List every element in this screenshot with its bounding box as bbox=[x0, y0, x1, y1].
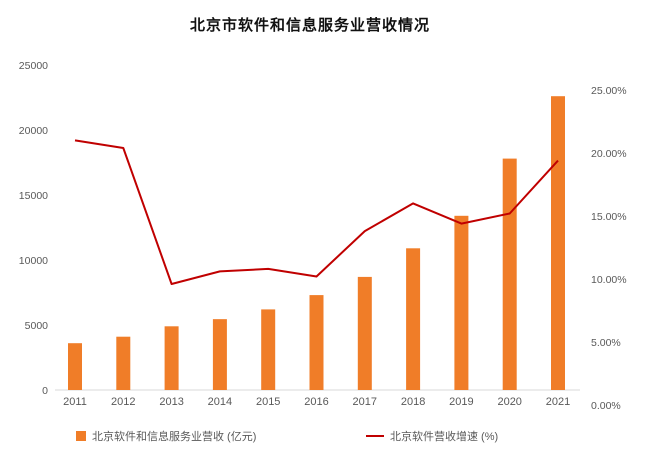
bar bbox=[68, 343, 82, 390]
bar bbox=[212, 319, 227, 390]
legend-square-marker-icon bbox=[76, 431, 86, 441]
left-axis-tick: 25000 bbox=[19, 60, 48, 72]
bar bbox=[454, 215, 469, 390]
left-axis-tick: 15000 bbox=[19, 190, 48, 202]
bar bbox=[116, 336, 131, 390]
right-axis-tick: 15.00% bbox=[591, 211, 627, 223]
x-axis-tick: 2018 bbox=[401, 396, 425, 408]
legend-item-growth: 北京软件营收增速 (%) bbox=[366, 428, 498, 444]
left-axis-tick: 0 bbox=[42, 385, 48, 397]
growth-line bbox=[74, 139, 559, 285]
bar bbox=[261, 309, 276, 390]
x-axis-tick: 2019 bbox=[449, 396, 473, 408]
bar bbox=[164, 326, 179, 390]
x-axis-tick: 2017 bbox=[353, 396, 377, 408]
bar bbox=[309, 295, 324, 390]
x-axis-tick: 2014 bbox=[208, 396, 232, 408]
left-axis-tick: 10000 bbox=[19, 255, 48, 267]
x-axis-tick: 2011 bbox=[63, 396, 87, 408]
right-axis-tick: 25.00% bbox=[591, 85, 627, 97]
legend-label-revenue: 北京软件和信息服务业营收 (亿元) bbox=[92, 431, 257, 443]
legend-label-growth: 北京软件营收增速 (%) bbox=[390, 431, 499, 443]
x-axis-tick: 2013 bbox=[159, 396, 183, 408]
right-axis-tick: 10.00% bbox=[591, 274, 627, 286]
x-axis-tick: 2015 bbox=[256, 396, 280, 408]
left-axis-tick: 5000 bbox=[25, 320, 49, 332]
bar bbox=[406, 248, 421, 390]
right-axis-tick: 20.00% bbox=[591, 148, 627, 160]
legend-item-revenue: 北京软件和信息服务业营收 (亿元) bbox=[76, 428, 256, 444]
legend: 北京软件和信息服务业营收 (亿元) 北京软件营收增速 (%) bbox=[0, 424, 671, 448]
left-axis-tick: 20000 bbox=[19, 125, 48, 137]
x-axis-tick: 2012 bbox=[111, 396, 135, 408]
bar bbox=[551, 96, 565, 390]
legend-line-marker-icon bbox=[366, 435, 384, 437]
x-axis-tick: 2020 bbox=[497, 396, 521, 408]
right-axis-tick: 5.00% bbox=[591, 337, 621, 349]
x-axis-tick: 2016 bbox=[304, 396, 328, 408]
bar bbox=[502, 158, 517, 390]
bar bbox=[357, 276, 372, 390]
x-axis-tick: 2021 bbox=[546, 396, 570, 408]
right-axis-tick: 0.00% bbox=[591, 400, 621, 412]
chart-title: 北京市软件和信息服务业营收情况 bbox=[189, 17, 430, 34]
